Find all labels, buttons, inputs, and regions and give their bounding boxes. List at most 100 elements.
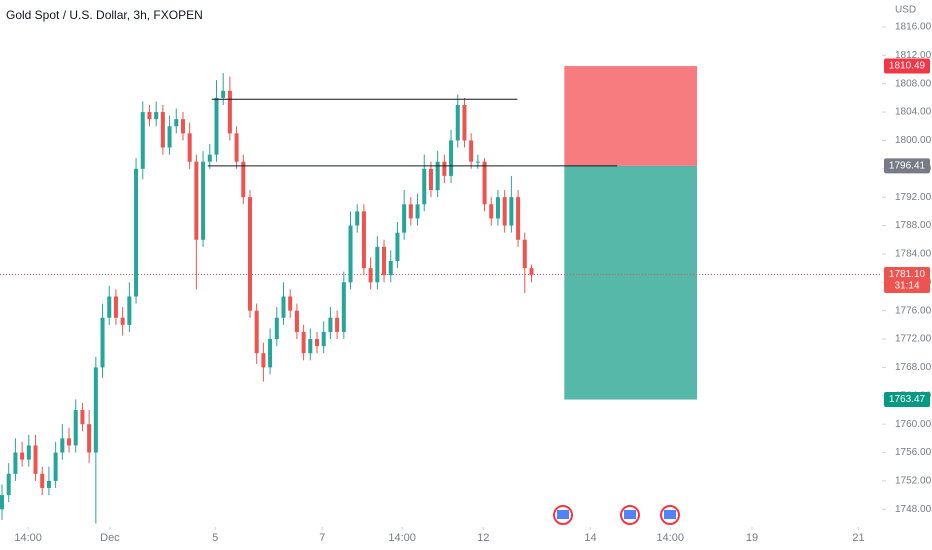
candle-body (274, 317, 279, 340)
candle-body (408, 204, 413, 219)
candle-body (395, 232, 400, 262)
candle-body (194, 161, 199, 240)
candle-body (87, 424, 92, 453)
candle-body (368, 268, 373, 283)
price-badge (884, 58, 930, 74)
flag (557, 510, 569, 519)
candle-body (187, 133, 192, 162)
candle-body (388, 261, 393, 276)
chart-title: Gold Spot / U.S. Dollar, 3h, FXOPEN (6, 8, 203, 22)
y-tick-label: 1756.00 (895, 447, 932, 458)
candle-body (120, 317, 125, 325)
price-badge-label: 1763.47 (889, 394, 926, 405)
candle-body (382, 246, 387, 276)
candle-body (281, 296, 286, 318)
flag (664, 510, 676, 519)
candle-body (6, 473, 11, 496)
candle-body (254, 310, 259, 354)
candle-body (268, 339, 273, 368)
candle-body (315, 339, 320, 347)
flag (624, 510, 636, 519)
candle-body (449, 140, 454, 176)
candle-body (321, 331, 326, 347)
candle-body (201, 161, 206, 240)
candle-body (428, 168, 433, 191)
candle-body (308, 339, 313, 354)
candle-body (0, 495, 5, 510)
candle-body (355, 211, 360, 226)
candle-body (529, 268, 534, 276)
candle-body (180, 119, 185, 134)
candle-body (469, 140, 474, 162)
price-badge-label: 1810.49 (889, 61, 926, 72)
candle-body (100, 317, 105, 368)
candle-body (482, 161, 487, 205)
candle-body (214, 97, 219, 155)
candle-body (522, 239, 527, 269)
y-tick-label: 1800.00 (895, 135, 932, 146)
candle-body (241, 161, 246, 198)
y-tick-label: 1812.00 (895, 50, 932, 61)
candle-body (341, 282, 346, 332)
x-tick-label: 14 (584, 532, 596, 544)
candle-body (442, 161, 447, 176)
candle-body (348, 225, 353, 283)
target-zone (564, 165, 698, 400)
y-tick-label: 1804.00 (895, 107, 932, 118)
candle-body (455, 104, 460, 141)
candle-body (113, 296, 118, 318)
candle-body (33, 445, 38, 474)
x-tick-label: 14:00 (14, 532, 42, 544)
x-tick-label: 14:00 (656, 532, 684, 544)
stop-zone (564, 66, 698, 166)
candle-body (67, 438, 72, 446)
candle-body (301, 331, 306, 354)
candle-body (422, 168, 427, 205)
candle-body (361, 211, 366, 269)
candle-body (502, 197, 507, 226)
y-tick-label: 1760.00 (895, 419, 932, 430)
y-tick-label: 1788.00 (895, 220, 932, 231)
candle-body (20, 452, 25, 460)
y-tick-label: 1808.00 (895, 78, 932, 89)
candle-body (207, 154, 212, 162)
price-badge (884, 392, 930, 408)
price-badge-label: 1781.10 (889, 269, 926, 280)
candle-body (80, 409, 85, 425)
candle-body (40, 473, 45, 488)
candle-body (509, 197, 514, 226)
candle-body (234, 133, 239, 162)
y-tick-label: 1816.00 (895, 22, 932, 33)
candle-body (221, 90, 226, 98)
event-icons[interactable] (553, 505, 680, 525)
axis-unit: USD (895, 5, 916, 16)
candle-body (13, 452, 18, 474)
y-tick-label: 1768.00 (895, 362, 932, 373)
y-tick-label: 1752.00 (895, 476, 932, 487)
candle-body (160, 112, 165, 148)
candle-body (167, 126, 172, 148)
candle-body (46, 480, 51, 488)
candle-body (134, 168, 139, 297)
y-tick-label: 1772.00 (895, 334, 932, 345)
x-tick-label: 19 (746, 532, 758, 544)
price-badge (884, 158, 930, 174)
x-tick-label: 5 (212, 532, 218, 544)
price-badge-label: 1796.41 (889, 161, 926, 172)
x-tick-label: 14:00 (388, 532, 416, 544)
x-tick-label: 21 (852, 532, 864, 544)
candle-body (516, 197, 521, 240)
y-tick-label: 1784.00 (895, 249, 932, 260)
y-tick-label: 1776.00 (895, 305, 932, 316)
candle-body (174, 119, 179, 127)
candle-body (489, 204, 494, 219)
candle-body (462, 104, 467, 141)
candle-body (375, 246, 380, 283)
y-tick-label: 1748.00 (895, 504, 932, 515)
candle-body (93, 367, 98, 453)
candle-body (26, 445, 31, 460)
candle-body (227, 90, 232, 134)
y-tick-label: 1792.00 (895, 192, 932, 203)
candle-body (127, 296, 132, 325)
